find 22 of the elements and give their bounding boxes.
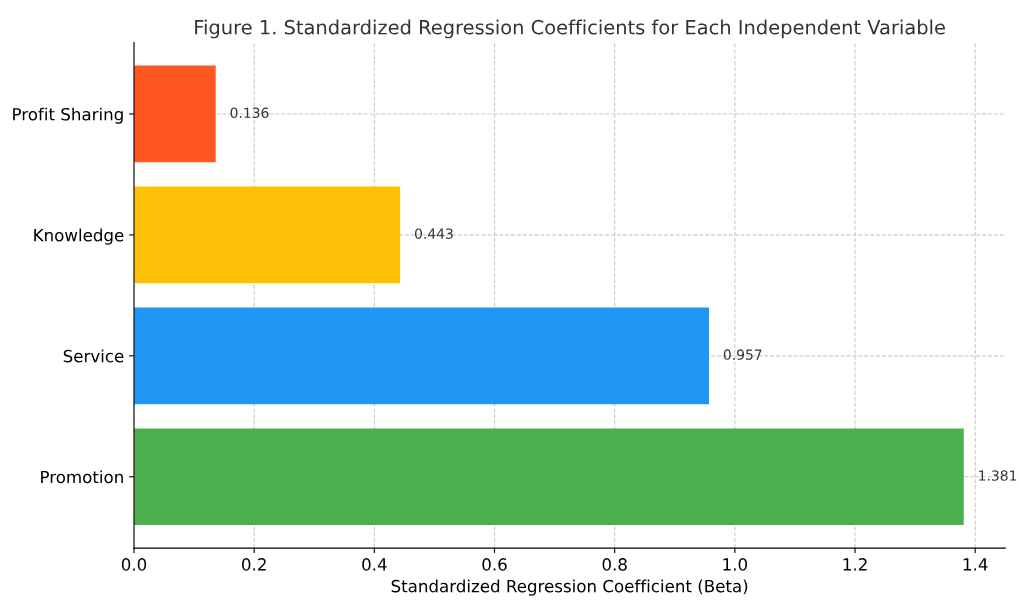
bar bbox=[134, 65, 216, 163]
data-label: 1.381 bbox=[979, 470, 1017, 481]
bar bbox=[134, 428, 964, 526]
chart-title: Figure 1. Standardized Regression Coefficients for Each Independent Variable bbox=[195, 19, 945, 39]
data-label: 0.957 bbox=[723, 349, 762, 360]
x-tick-label: 0.4 bbox=[362, 558, 387, 571]
x-tick-label: 1.4 bbox=[963, 558, 988, 571]
y-tick-label: Profit Sharing bbox=[13, 107, 123, 124]
x-tick-label: 0.2 bbox=[242, 558, 266, 571]
y-tick-label: Promotion bbox=[41, 470, 123, 484]
x-tick-label: 1.0 bbox=[723, 558, 747, 571]
data-label: 0.136 bbox=[230, 107, 269, 119]
y-tick-label: Knowledge bbox=[34, 228, 124, 245]
bar bbox=[134, 307, 710, 405]
y-tick-label: Service bbox=[63, 349, 124, 363]
data-label: 0.443 bbox=[414, 228, 453, 239]
x-tick-label: 0.0 bbox=[121, 558, 147, 571]
x-tick-label: 0.6 bbox=[482, 558, 507, 571]
x-axis-title: Standardized Regression Coefficient (Beta) bbox=[391, 579, 748, 596]
x-tick-label: 1.2 bbox=[843, 558, 867, 571]
bar bbox=[134, 186, 401, 284]
x-tick-label: 0.8 bbox=[602, 558, 627, 571]
